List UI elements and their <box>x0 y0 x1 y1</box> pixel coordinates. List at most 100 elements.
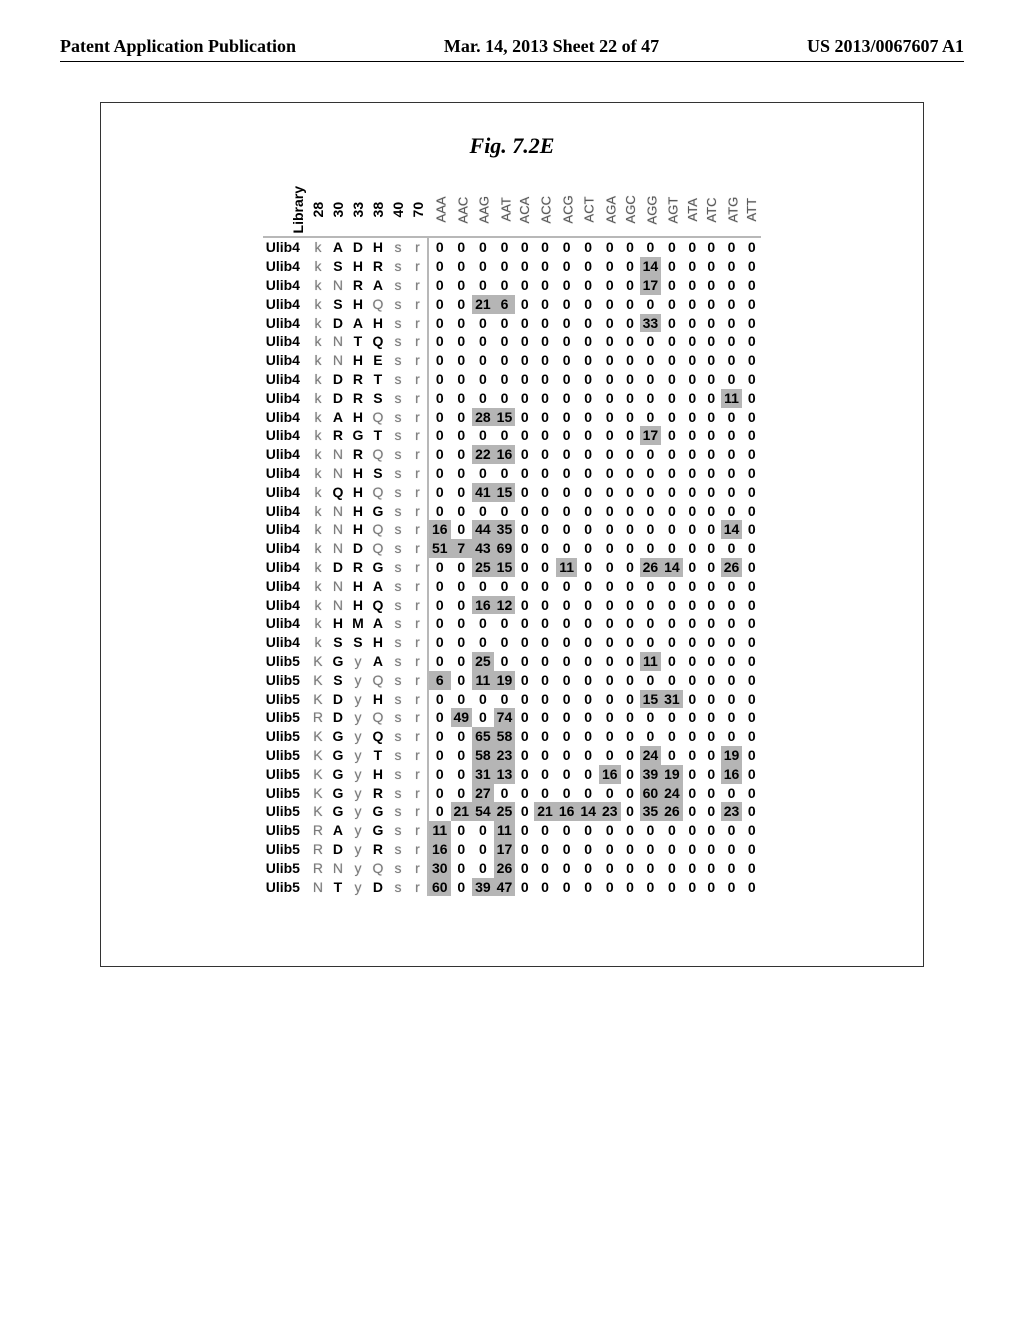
cell-value: 0 <box>515 652 534 671</box>
cell-value: 16 <box>721 765 743 784</box>
cell-value: 0 <box>661 502 683 521</box>
cell-pos: S <box>368 389 388 408</box>
cell-value: 0 <box>534 464 556 483</box>
cell-library: Ulib4 <box>263 520 308 539</box>
cell-value: 0 <box>702 483 721 502</box>
cell-value: 0 <box>683 671 702 690</box>
cell-pos: s <box>388 765 408 784</box>
cell-value: 0 <box>472 314 494 333</box>
cell-value: 43 <box>472 539 494 558</box>
cell-value: 0 <box>515 577 534 596</box>
cell-value: 0 <box>515 614 534 633</box>
cell-value: 0 <box>640 614 662 633</box>
cell-value: 0 <box>742 765 761 784</box>
cell-pos: G <box>328 652 348 671</box>
cell-value: 0 <box>683 802 702 821</box>
cell-value: 0 <box>515 445 534 464</box>
cell-value: 0 <box>428 295 451 314</box>
cell-value: 0 <box>621 802 640 821</box>
cell-value: 12 <box>494 596 516 615</box>
cell-value: 0 <box>451 502 473 521</box>
cell-pos: r <box>408 614 428 633</box>
cell-value: 0 <box>428 370 451 389</box>
cell-pos: s <box>388 520 408 539</box>
cell-value: 0 <box>556 859 578 878</box>
cell-library: Ulib4 <box>263 558 308 577</box>
cell-value: 0 <box>742 821 761 840</box>
cell-value: 0 <box>640 633 662 652</box>
cell-value: 0 <box>577 257 599 276</box>
cell-value: 0 <box>683 746 702 765</box>
cell-value: 0 <box>742 802 761 821</box>
cell-value: 0 <box>702 558 721 577</box>
cell-value: 0 <box>451 483 473 502</box>
cell-value: 0 <box>556 445 578 464</box>
cell-value: 0 <box>534 671 556 690</box>
cell-value: 26 <box>640 558 662 577</box>
cell-pos: A <box>328 237 348 257</box>
cell-value: 0 <box>534 878 556 897</box>
cell-pos: r <box>408 840 428 859</box>
cell-pos: S <box>368 464 388 483</box>
cell-value: 49 <box>451 708 473 727</box>
cell-pos: s <box>388 257 408 276</box>
cell-pos: D <box>348 539 368 558</box>
cell-value: 28 <box>472 408 494 427</box>
cell-pos: r <box>408 332 428 351</box>
cell-pos: K <box>308 784 328 803</box>
cell-value: 0 <box>599 539 621 558</box>
cell-value: 0 <box>515 596 534 615</box>
cell-value: 0 <box>577 652 599 671</box>
cell-pos: r <box>408 802 428 821</box>
table-row: Ulib4kSHRsr00000000001400000 <box>263 257 762 276</box>
cell-value: 0 <box>621 614 640 633</box>
cell-value: 0 <box>577 520 599 539</box>
cell-value: 0 <box>621 765 640 784</box>
cell-value: 0 <box>640 577 662 596</box>
cell-value: 0 <box>721 257 743 276</box>
cell-value: 0 <box>428 314 451 333</box>
header-left: Patent Application Publication <box>60 36 296 57</box>
cell-value: 0 <box>556 821 578 840</box>
col-codon-ACG: ACG <box>556 181 578 237</box>
table-row: Ulib5KGyQsr006558000000000000 <box>263 727 762 746</box>
cell-value: 0 <box>621 690 640 709</box>
cell-value: 0 <box>428 464 451 483</box>
cell-pos: r <box>408 520 428 539</box>
cell-value: 0 <box>599 314 621 333</box>
cell-value: 0 <box>702 708 721 727</box>
cell-pos: s <box>388 389 408 408</box>
cell-value: 0 <box>702 464 721 483</box>
cell-value: 0 <box>661 389 683 408</box>
cell-pos: R <box>348 276 368 295</box>
cell-value: 0 <box>702 237 721 257</box>
cell-pos: r <box>408 596 428 615</box>
table-row: Ulib4kDAHsr00000000003300000 <box>263 314 762 333</box>
cell-value: 0 <box>702 690 721 709</box>
cell-pos: y <box>348 652 368 671</box>
cell-value: 0 <box>721 596 743 615</box>
cell-value: 0 <box>721 878 743 897</box>
table-row: Ulib4kAHQsr002815000000000000 <box>263 408 762 427</box>
cell-value: 0 <box>577 671 599 690</box>
cell-value: 0 <box>428 502 451 521</box>
cell-value: 0 <box>621 539 640 558</box>
cell-pos: k <box>308 596 328 615</box>
cell-pos: y <box>348 727 368 746</box>
cell-value: 0 <box>472 821 494 840</box>
cell-value: 0 <box>534 727 556 746</box>
cell-value: 21 <box>451 802 473 821</box>
cell-value: 0 <box>683 257 702 276</box>
cell-value: 7 <box>451 539 473 558</box>
cell-pos: D <box>328 558 348 577</box>
cell-value: 15 <box>640 690 662 709</box>
cell-value: 0 <box>451 370 473 389</box>
cell-value: 0 <box>621 464 640 483</box>
cell-value: 0 <box>577 708 599 727</box>
cell-value: 0 <box>702 614 721 633</box>
cell-value: 31 <box>472 765 494 784</box>
cell-value: 0 <box>621 483 640 502</box>
cell-value: 0 <box>599 859 621 878</box>
cell-value: 0 <box>556 878 578 897</box>
cell-value: 0 <box>661 408 683 427</box>
